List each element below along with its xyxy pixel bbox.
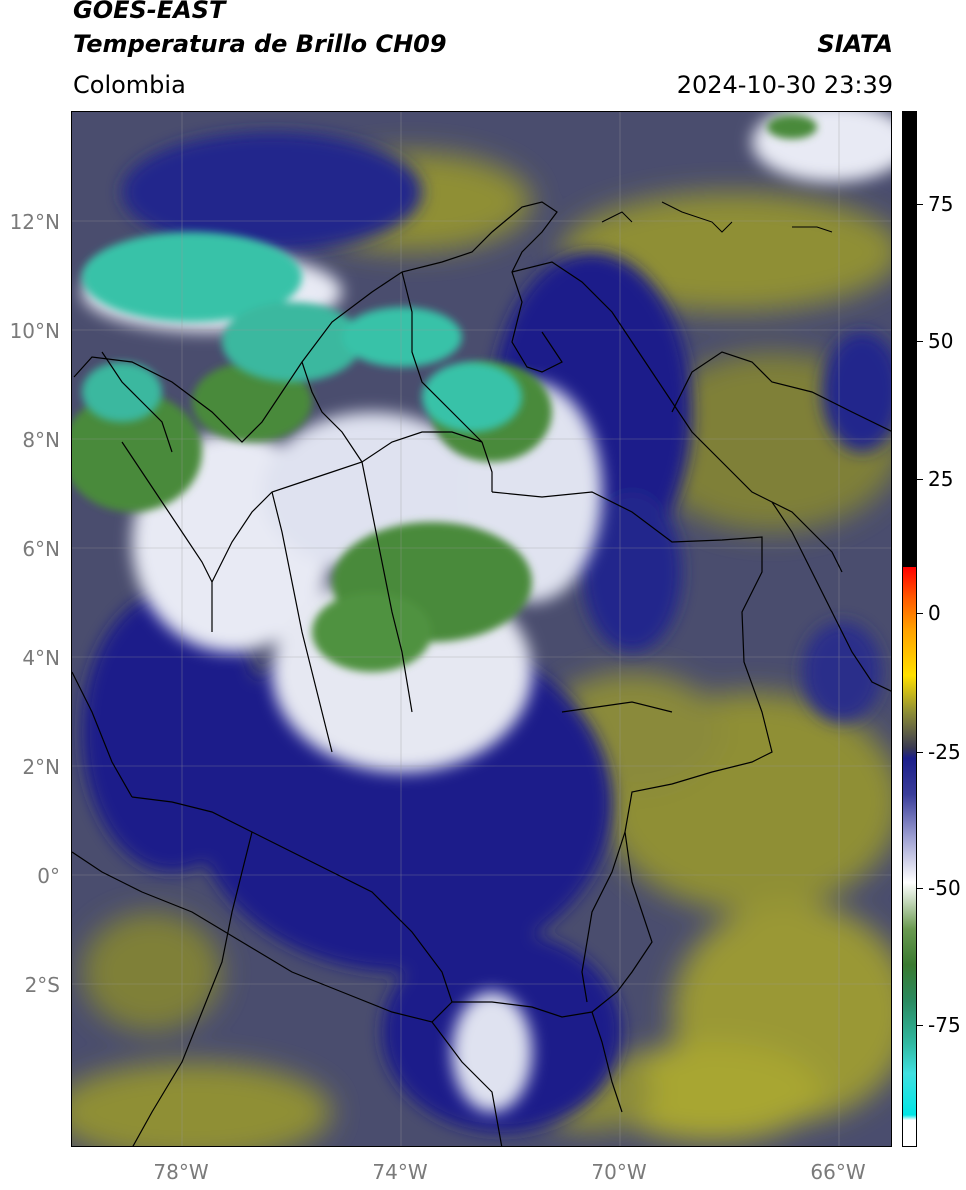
colorbar-label-0: 0 xyxy=(928,601,941,625)
satellite-map xyxy=(71,111,892,1147)
lon-label-74w: 74°W xyxy=(372,1160,428,1184)
colorbar-tick-neg50 xyxy=(917,888,923,889)
region-label: Colombia xyxy=(73,71,186,99)
lat-label-0: 0° xyxy=(37,864,60,888)
lat-label-2s: 2°S xyxy=(24,973,60,997)
lat-label-2n: 2°N xyxy=(22,755,60,779)
lon-label-66w: 66°W xyxy=(810,1160,866,1184)
political-borders xyxy=(72,201,891,1146)
lat-label-12n: 12°N xyxy=(9,210,60,234)
colorbar-label-75: 75 xyxy=(928,192,954,216)
colorbar-tick-0 xyxy=(917,613,923,614)
map-imagery xyxy=(72,112,891,1146)
teal-cold-tops xyxy=(82,115,817,432)
green-convection xyxy=(72,362,552,672)
colorbar-tick-25 xyxy=(917,479,923,480)
timestamp-label: 2024-10-30 23:39 xyxy=(676,71,893,99)
gridlines xyxy=(72,112,891,1146)
colorbar-tick-neg75 xyxy=(917,1025,923,1026)
lat-label-10n: 10°N xyxy=(9,319,60,343)
lat-label-8n: 8°N xyxy=(22,428,60,452)
satellite-title: GOES-EAST xyxy=(73,0,226,24)
lon-label-70w: 70°W xyxy=(591,1160,647,1184)
lat-label-6n: 6°N xyxy=(22,537,60,561)
colorbar-label-neg25: -25 xyxy=(928,740,961,764)
colorbar-tick-neg25 xyxy=(917,752,923,753)
lat-label-4n: 4°N xyxy=(22,646,60,670)
colorbar-label-neg50: -50 xyxy=(928,876,961,900)
organization-label: SIATA xyxy=(817,30,893,58)
islands xyxy=(601,201,833,233)
colorbar-tick-50 xyxy=(917,341,923,342)
colorbar-label-neg75: -75 xyxy=(928,1013,961,1037)
temperature-colorbar xyxy=(902,111,917,1147)
colorbar-tick-75 xyxy=(917,204,923,205)
product-title: Temperatura de Brillo CH09 xyxy=(73,30,447,58)
colorbar-label-25: 25 xyxy=(928,467,954,491)
lon-label-78w: 78°W xyxy=(153,1160,209,1184)
colorbar-label-50: 50 xyxy=(928,329,954,353)
